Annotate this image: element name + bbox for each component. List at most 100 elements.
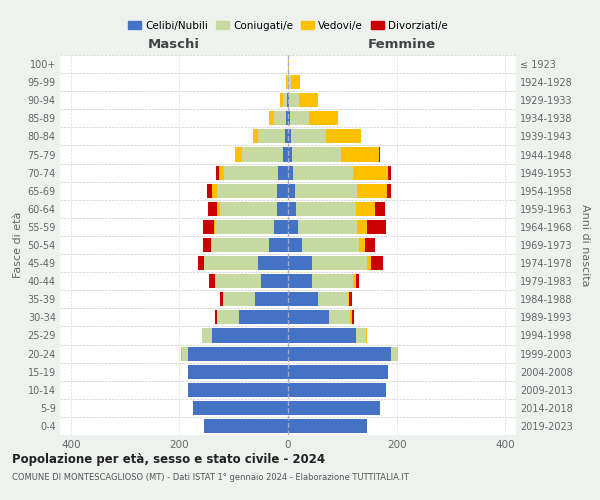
Bar <box>223 292 256 306</box>
Bar <box>206 184 212 198</box>
Bar <box>220 202 277 216</box>
Bar <box>215 274 261 288</box>
Bar <box>211 238 212 252</box>
Bar <box>288 274 313 288</box>
Bar <box>216 166 218 179</box>
Bar <box>286 112 288 126</box>
Bar <box>288 256 313 270</box>
Bar <box>291 130 326 143</box>
Bar <box>235 148 242 162</box>
Bar <box>388 166 391 179</box>
Bar <box>204 256 258 270</box>
Bar <box>288 328 356 342</box>
Bar <box>217 310 239 324</box>
Bar <box>288 220 298 234</box>
Bar <box>288 419 367 433</box>
Bar <box>288 238 302 252</box>
Bar <box>365 238 375 252</box>
Bar <box>387 184 391 198</box>
Bar <box>224 166 278 179</box>
Bar <box>365 328 367 342</box>
Bar <box>356 202 375 216</box>
Bar <box>215 310 217 324</box>
Bar <box>329 310 350 324</box>
Bar <box>353 274 356 288</box>
Bar <box>261 274 288 288</box>
Bar <box>285 130 288 143</box>
Bar <box>288 346 391 360</box>
Bar <box>188 346 288 360</box>
Bar <box>288 112 290 126</box>
Bar <box>288 184 295 198</box>
Bar <box>288 93 289 108</box>
Bar <box>289 93 299 108</box>
Bar <box>288 401 380 415</box>
Bar <box>326 130 361 143</box>
Bar <box>286 75 287 89</box>
Bar <box>181 346 182 360</box>
Bar <box>220 292 223 306</box>
Bar <box>269 238 288 252</box>
Bar <box>299 93 318 108</box>
Bar <box>288 148 292 162</box>
Bar <box>288 292 318 306</box>
Bar <box>292 148 341 162</box>
Bar <box>375 202 385 216</box>
Bar <box>280 93 283 108</box>
Bar <box>239 310 288 324</box>
Bar <box>193 401 288 415</box>
Bar <box>367 220 386 234</box>
Bar <box>291 75 301 89</box>
Bar <box>253 130 258 143</box>
Bar <box>274 220 288 234</box>
Bar <box>288 57 289 71</box>
Bar <box>371 256 383 270</box>
Bar <box>212 328 288 342</box>
Text: Femmine: Femmine <box>368 38 436 52</box>
Bar <box>277 202 288 216</box>
Bar <box>277 184 288 198</box>
Y-axis label: Fasce di età: Fasce di età <box>13 212 23 278</box>
Bar <box>242 148 283 162</box>
Bar <box>290 112 308 126</box>
Legend: Celibi/Nubili, Coniugati/e, Vedovi/e, Divorziati/e: Celibi/Nubili, Coniugati/e, Vedovi/e, Di… <box>124 16 452 35</box>
Bar <box>212 184 217 198</box>
Bar <box>359 238 365 252</box>
Bar <box>350 310 352 324</box>
Bar <box>215 220 274 234</box>
Bar <box>202 328 212 342</box>
Bar <box>341 148 379 162</box>
Bar <box>313 274 353 288</box>
Bar <box>209 274 215 288</box>
Bar <box>302 238 359 252</box>
Bar <box>296 202 356 216</box>
Bar <box>295 184 357 198</box>
Bar <box>308 112 338 126</box>
Bar <box>288 382 386 397</box>
Bar <box>348 292 349 306</box>
Y-axis label: Anni di nascita: Anni di nascita <box>580 204 590 286</box>
Bar <box>188 382 288 397</box>
Text: COMUNE DI MONTESCAGLIOSO (MT) - Dati ISTAT 1° gennaio 2024 - Elaborazione TUTTIT: COMUNE DI MONTESCAGLIOSO (MT) - Dati IST… <box>12 472 409 482</box>
Bar <box>217 184 277 198</box>
Bar <box>352 310 354 324</box>
Bar <box>269 112 274 126</box>
Bar <box>379 148 380 162</box>
Bar <box>217 202 220 216</box>
Bar <box>199 256 204 270</box>
Bar <box>313 256 367 270</box>
Bar <box>287 75 288 89</box>
Bar <box>256 292 288 306</box>
Bar <box>356 274 359 288</box>
Bar <box>288 166 293 179</box>
Bar <box>293 166 353 179</box>
Bar <box>204 419 288 433</box>
Bar <box>391 346 398 360</box>
Bar <box>288 364 388 378</box>
Bar <box>278 166 288 179</box>
Bar <box>349 292 352 306</box>
Bar <box>208 202 217 216</box>
Bar <box>212 238 269 252</box>
Bar <box>367 256 371 270</box>
Bar <box>283 148 288 162</box>
